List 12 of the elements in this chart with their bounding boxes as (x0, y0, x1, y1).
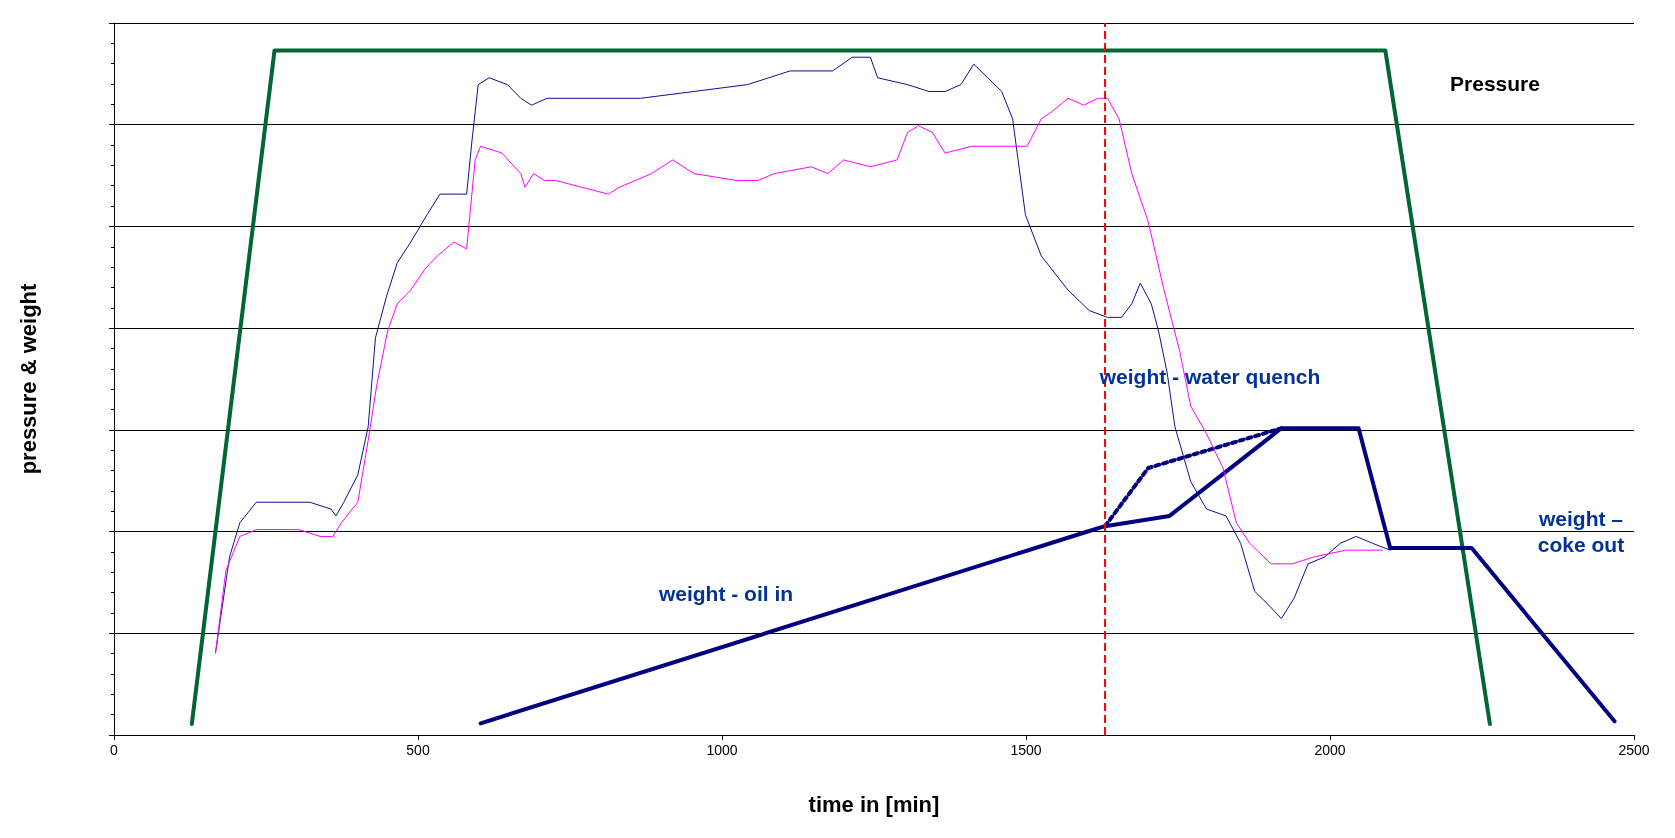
x-tick-label: 500 (406, 742, 430, 758)
annotation: weight - water quench (1098, 364, 1321, 388)
annotation: Pressure (1450, 71, 1540, 95)
x-tick-label: 2000 (1314, 742, 1346, 758)
x-tick-label: 2500 (1618, 742, 1650, 758)
annotation: weight - oil in (657, 581, 794, 605)
annotation: weight – coke out (1537, 506, 1625, 556)
x-tick-label: 0 (110, 742, 119, 758)
x-tick-label: 1500 (1010, 742, 1042, 758)
x-tick-label: 1000 (706, 742, 738, 758)
y-axis-title: pressure & weight (15, 282, 41, 475)
x-axis-title: time in [min] (808, 791, 940, 817)
